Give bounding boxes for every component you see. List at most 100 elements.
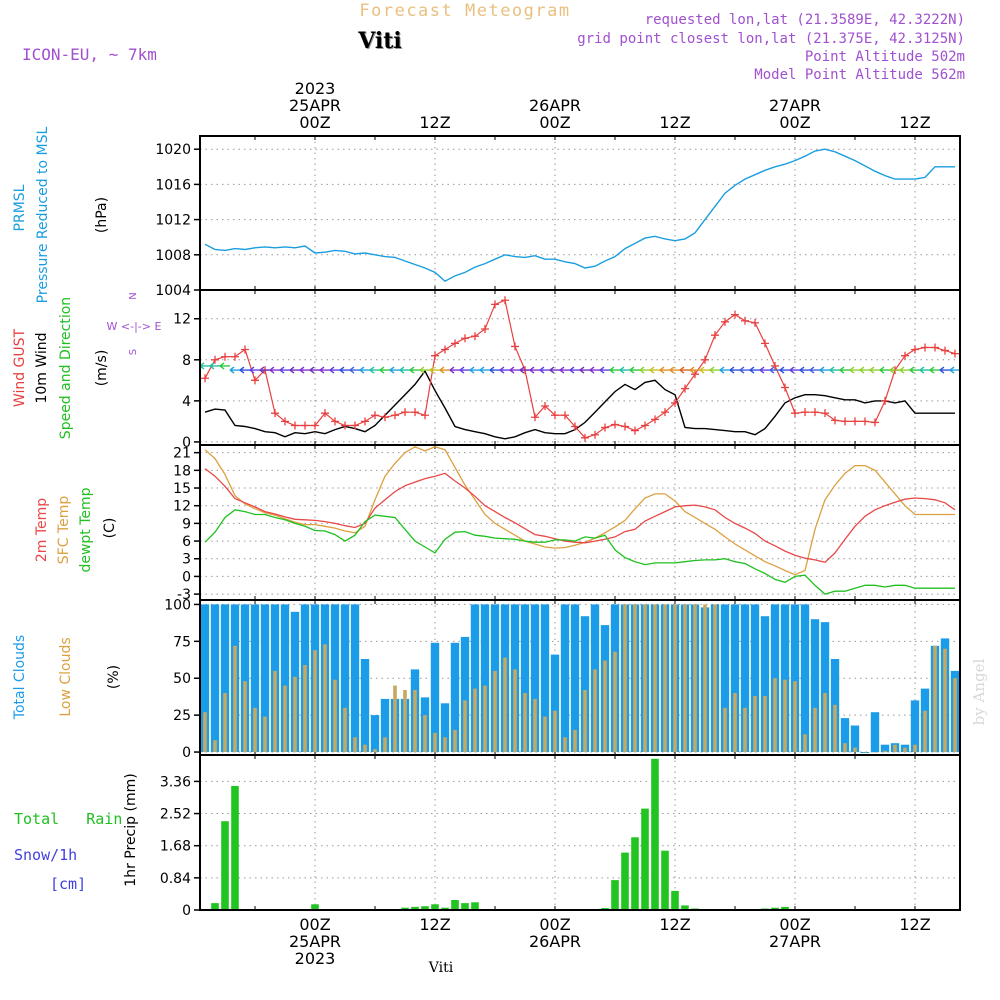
total-cloud-bar [560,604,570,752]
low-cloud-bar [343,707,347,753]
gust-marker [211,355,219,364]
gust-marker [311,421,319,430]
low-cloud-bar [393,685,397,752]
precip-bar [411,906,419,910]
wind-arrow [279,366,290,374]
y-tick-label: 21 [173,446,191,462]
low-cloud-bar [363,744,367,753]
bottom-time-label: 26APR [529,932,581,951]
low-cloud-bar [353,737,357,753]
wind-arrow [819,366,830,374]
wind-arrow [579,366,590,374]
wind-arrow [389,366,400,374]
wind-arrow [619,366,630,374]
low-cloud-bar [383,737,387,753]
total-cloud-bar [750,604,760,752]
gust-marker [641,421,649,430]
low-cloud-bar [543,716,547,752]
wind-unit: (m/s) [94,350,110,387]
top-time-label: 00Z [539,113,570,132]
gust-marker [571,422,579,431]
model-altitude: Model Point Altitude 562m [754,67,965,83]
pressure-labels: PRMSL Pressure Reduced to MSL (hPa) [12,126,110,303]
precip-bar [471,902,479,910]
y-tick-label: 0.84 [160,871,191,887]
gust-marker [801,408,809,417]
low-cloud-bar [273,670,277,753]
wind-arrow [689,366,700,374]
gust-marker [771,361,779,370]
wind-arrow [769,366,780,374]
plot-area: 1004100810121016102004812-30369121518210… [155,79,961,968]
wind-arrow [199,362,210,370]
gust-marker [401,408,409,417]
gust-marker [201,374,209,383]
wind-arrow [499,366,510,374]
y-tick-label: 9 [182,516,191,532]
low-cloud-bar [943,648,947,752]
gust-marker [721,317,729,326]
low-cloud-bar [823,693,827,752]
gust-marker [611,420,619,429]
total-cloud-bar [800,604,810,752]
y-tick-label: 3 [182,552,191,568]
gust-marker [551,411,559,420]
low-cloud-bar [623,604,627,752]
wind-arrow [829,366,840,374]
precip-bar [611,880,619,910]
gust-marker [881,396,889,405]
wind-arrow [309,366,320,374]
low-cloud-bar [213,740,217,752]
wind-arrow [419,366,430,374]
low-cloud-bar [833,704,837,752]
gust-marker [651,415,659,424]
y-tick-label: 1008 [155,248,191,264]
wind-labels: Wind GUST 10m Wind Speed and Direction (… [12,292,161,439]
bottom-time-label: 12Z [659,915,690,934]
y-tick-label: 12 [173,312,191,328]
wind-arrow [349,366,360,374]
wind-arrow [939,366,950,374]
wind-arrow [329,366,340,374]
pressure-label-1: PRMSL [12,184,28,231]
gust-marker [821,409,829,418]
rain-label: Total Rain [14,810,122,828]
low-cloud-bar [863,752,867,753]
low-cloud-bar [283,685,287,752]
direction-label: Speed and Direction [58,297,74,439]
top-time-label: 2023 [295,79,336,98]
gust-marker [841,417,849,426]
top-time-label: 12Z [659,113,690,132]
y-tick-label: 75 [173,634,191,650]
total-cloud-bar [820,622,830,752]
y-tick-label: 1016 [155,177,191,193]
wind-arrow [259,366,270,374]
gust-marker [281,417,289,426]
gust-marker [451,339,459,348]
compass-south: S [128,349,139,355]
gust-marker [791,409,799,418]
wind-arrow [799,366,810,374]
wind-arrow [589,366,600,374]
sfc-temp-line [204,446,955,576]
wind-arrow [679,366,690,374]
y-tick-label: 1012 [155,213,191,229]
wind-arrow [749,366,760,374]
wind-arrow [239,366,250,374]
snow-unit-label: [cm] [50,875,86,893]
gust-marker [911,345,919,354]
pressure-label-2: Pressure Reduced to MSL [35,126,51,303]
low-cloud-bar [293,676,297,753]
wind-arrow [489,366,500,374]
precip-bar [621,852,629,910]
low-cloud-bar [923,710,927,752]
dewpoint-line [204,509,955,595]
panel-frame [199,754,961,911]
low-cloud-bar [403,690,407,752]
gust-marker [271,409,279,418]
low-cloud-bar [253,707,257,753]
total-cloud-bar [330,604,340,752]
gust-marker [411,408,419,417]
wind-arrow [929,366,940,374]
